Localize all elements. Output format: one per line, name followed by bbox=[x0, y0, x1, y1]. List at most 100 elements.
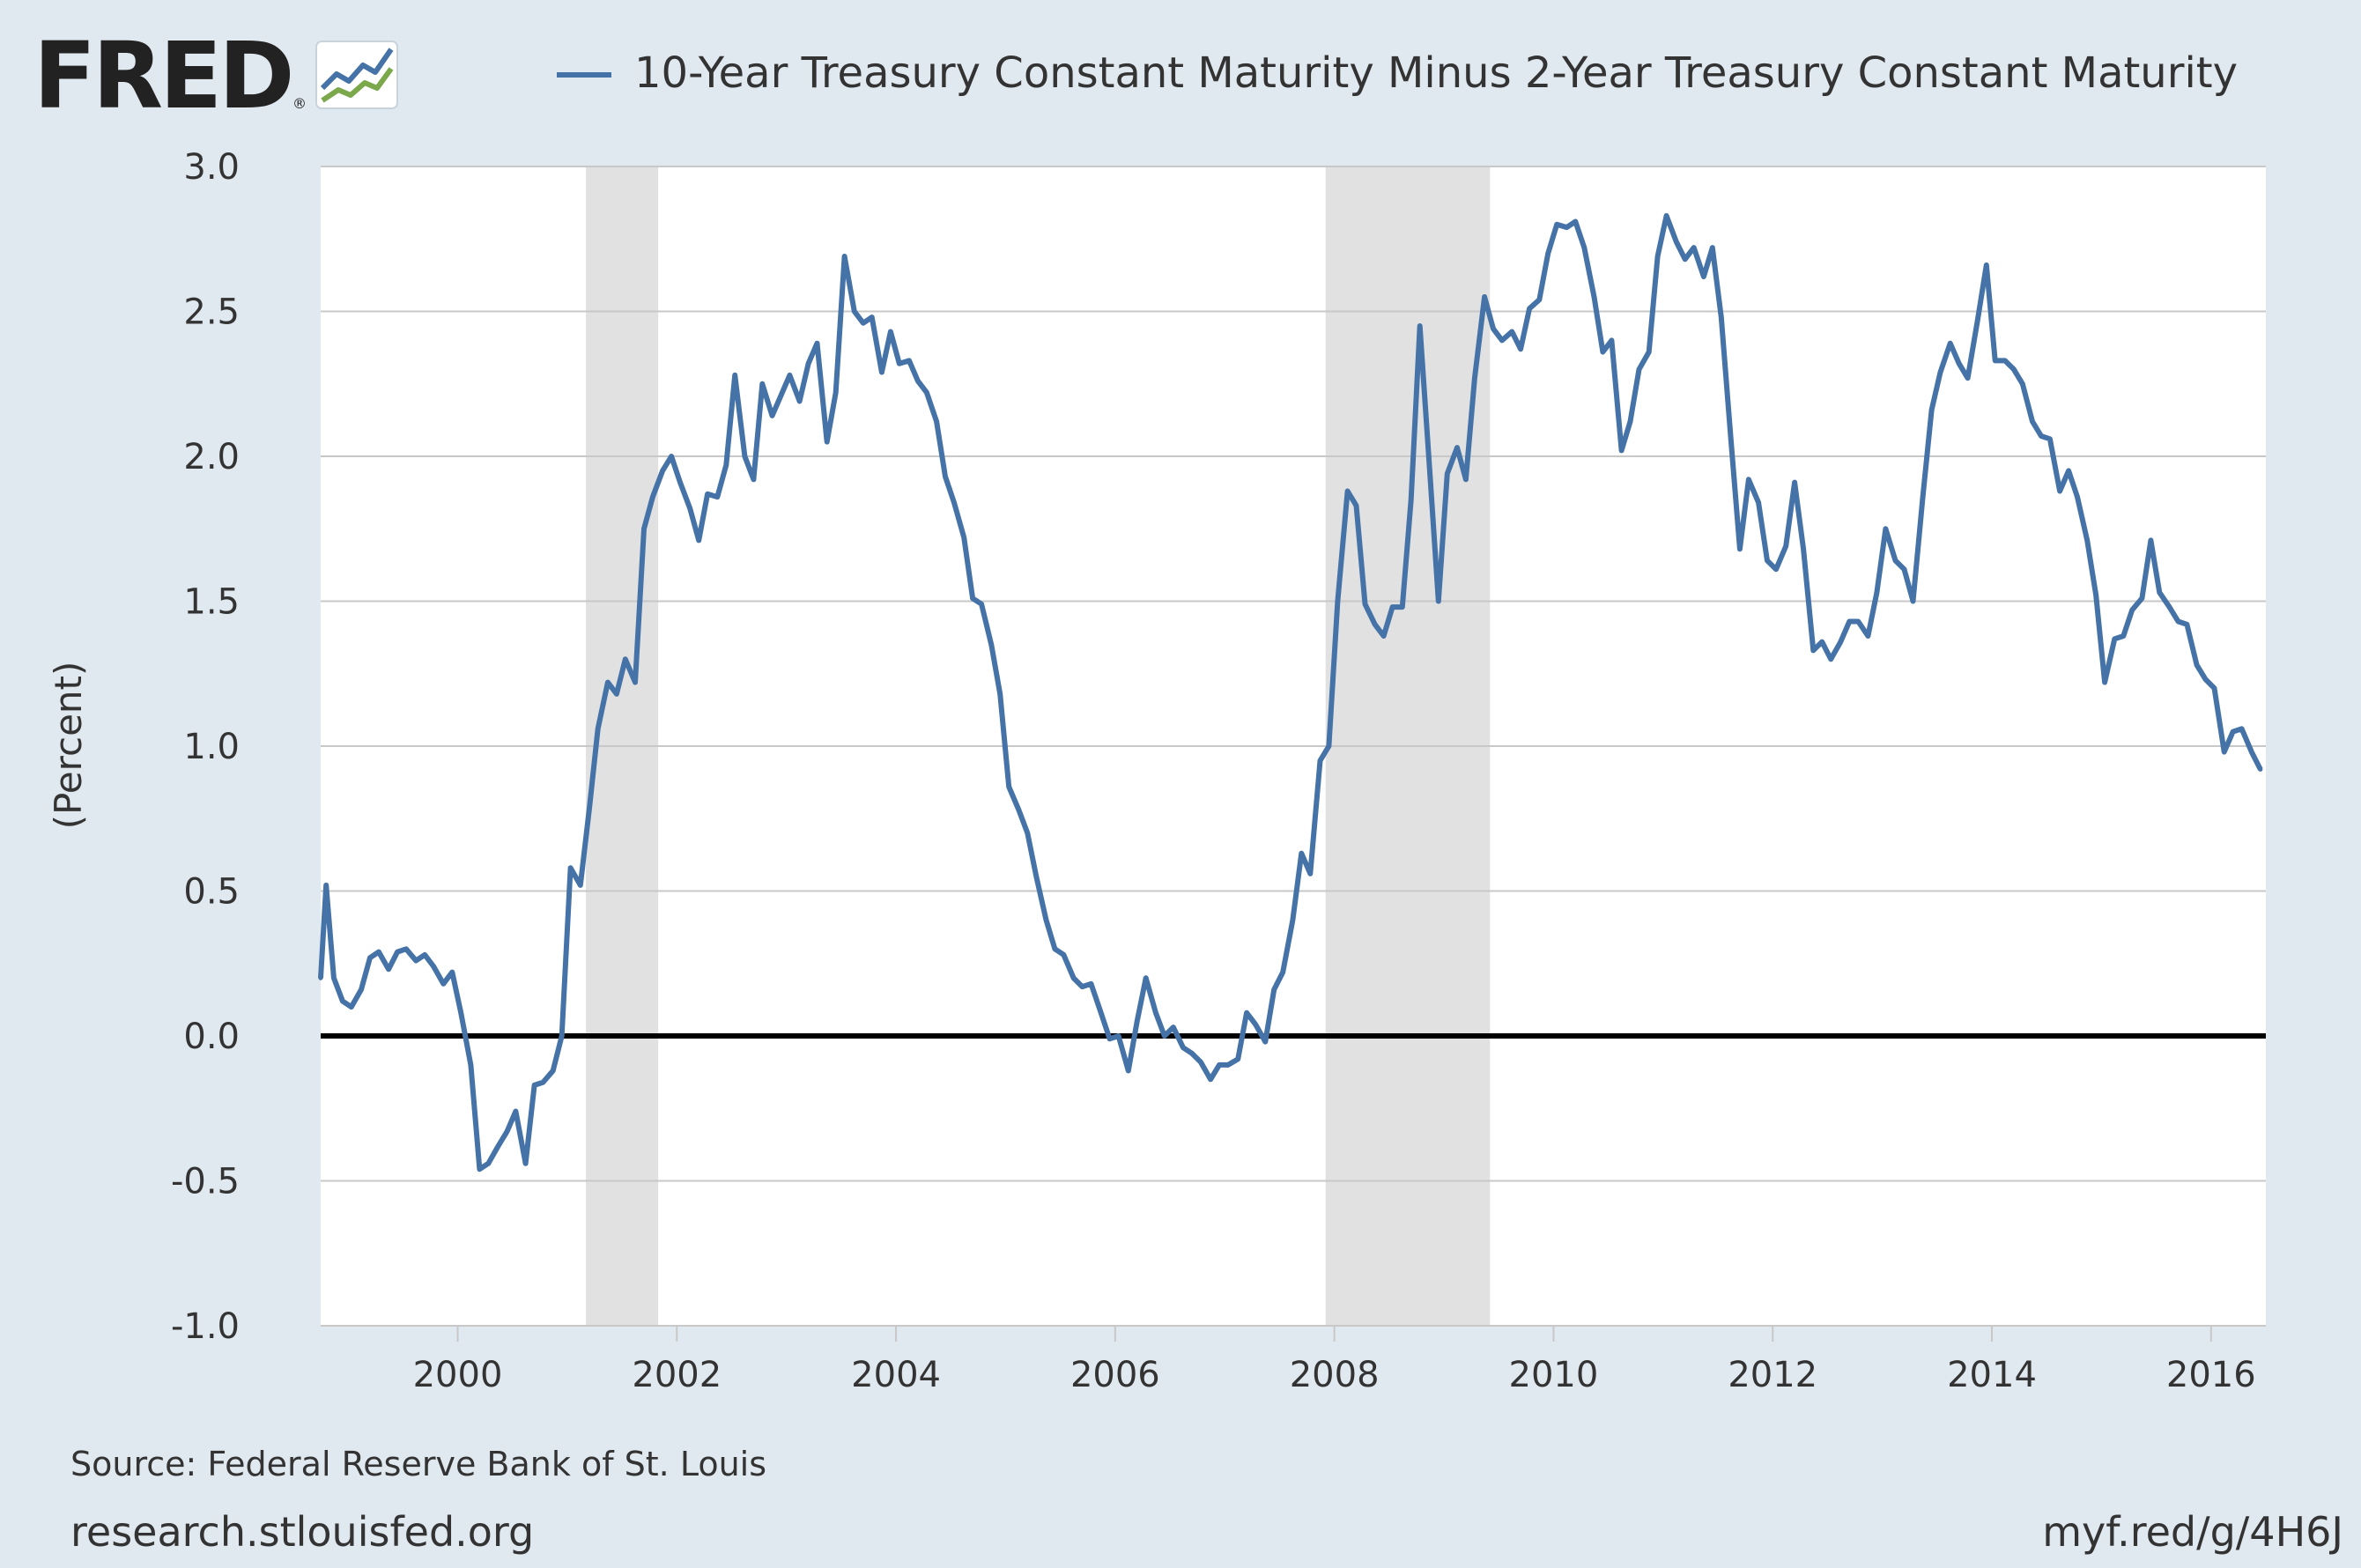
data-point bbox=[833, 390, 839, 396]
data-point bbox=[1482, 294, 1487, 300]
y-tick-label: 1.5 bbox=[183, 582, 240, 623]
data-point bbox=[1746, 477, 1751, 482]
data-point bbox=[705, 492, 710, 497]
data-point bbox=[1162, 1033, 1167, 1039]
data-point bbox=[814, 341, 820, 346]
y-tick-label: -0.5 bbox=[171, 1162, 240, 1202]
data-point bbox=[1618, 447, 1625, 454]
data-point bbox=[1290, 917, 1295, 922]
y-tick-label: 0.0 bbox=[183, 1017, 240, 1057]
data-point bbox=[1573, 218, 1578, 225]
data-point bbox=[1353, 503, 1359, 508]
data-point bbox=[1107, 1036, 1113, 1041]
data-point bbox=[732, 373, 737, 378]
data-point bbox=[1061, 952, 1066, 958]
source-note: Source: Federal Reserve Bank of St. Loui… bbox=[70, 1445, 767, 1483]
data-point bbox=[1683, 256, 1688, 262]
data-point bbox=[1099, 1010, 1104, 1016]
data-point bbox=[1663, 213, 1669, 218]
data-point bbox=[1773, 566, 1779, 572]
data-point bbox=[1701, 274, 1706, 279]
data-point bbox=[331, 975, 337, 980]
site-link[interactable]: research.stlouisfed.org bbox=[70, 1508, 535, 1556]
data-point bbox=[2129, 607, 2135, 612]
y-axis: -1.0 -0.5 0.0 0.5 1.0 1.5 2.0 2.5 3.0 bbox=[171, 147, 240, 1347]
fred-logo[interactable]: FRED ® bbox=[33, 30, 412, 122]
data-point bbox=[641, 526, 647, 531]
data-point bbox=[1892, 558, 1898, 564]
data-point bbox=[2148, 537, 2153, 544]
data-point bbox=[1674, 239, 1679, 245]
data-point bbox=[1409, 497, 1414, 502]
data-point bbox=[1509, 329, 1514, 335]
data-point bbox=[797, 398, 803, 404]
data-point bbox=[403, 946, 409, 951]
data-point bbox=[924, 390, 929, 396]
data-point bbox=[805, 361, 811, 366]
data-point bbox=[513, 1108, 519, 1114]
data-point bbox=[2047, 436, 2053, 441]
data-point bbox=[2239, 726, 2245, 731]
data-point bbox=[605, 680, 611, 685]
data-point bbox=[696, 537, 701, 544]
data-point bbox=[1016, 807, 1021, 812]
data-point bbox=[2222, 749, 2227, 755]
data-point bbox=[1208, 1076, 1213, 1082]
data-point bbox=[934, 418, 939, 425]
data-point bbox=[1079, 984, 1085, 989]
data-point bbox=[669, 454, 674, 459]
y-tick-label: 1.0 bbox=[183, 727, 240, 767]
series-line bbox=[318, 212, 2263, 1172]
data-point bbox=[1928, 407, 1935, 412]
data-point bbox=[359, 987, 364, 992]
data-point bbox=[1865, 633, 1871, 639]
data-point bbox=[1984, 263, 1989, 268]
data-point bbox=[1244, 1010, 1249, 1016]
data-point bbox=[323, 883, 329, 888]
x-tick-label: 2006 bbox=[1070, 1355, 1160, 1395]
data-point bbox=[787, 373, 793, 378]
y-axis-title: (Percent) bbox=[47, 662, 90, 830]
data-point bbox=[1728, 439, 1734, 445]
data-point bbox=[1400, 604, 1405, 610]
data-point bbox=[551, 1068, 556, 1074]
data-point bbox=[1819, 639, 1824, 645]
data-point bbox=[440, 981, 446, 987]
data-point bbox=[1362, 602, 1368, 607]
data-point bbox=[2175, 618, 2181, 625]
y-tick-label: 2.5 bbox=[183, 292, 240, 333]
data-point bbox=[349, 1004, 354, 1010]
x-tick-label: 2012 bbox=[1728, 1355, 1817, 1395]
data-point bbox=[759, 381, 765, 387]
data-point bbox=[915, 378, 921, 384]
data-point bbox=[1948, 341, 1953, 346]
data-point bbox=[376, 949, 381, 955]
data-point bbox=[2184, 622, 2190, 627]
data-point bbox=[897, 361, 902, 366]
short-url-link[interactable]: myf.red/g/4H6J bbox=[2042, 1508, 2343, 1556]
data-point bbox=[1737, 546, 1743, 551]
chart-logo-icon bbox=[315, 41, 398, 109]
data-point bbox=[1719, 314, 1724, 320]
data-point bbox=[1874, 590, 1879, 595]
data-point bbox=[1810, 647, 1816, 654]
data-point bbox=[485, 1161, 491, 1166]
data-point bbox=[1518, 346, 1523, 351]
data-point bbox=[961, 535, 966, 540]
data-point bbox=[531, 1083, 537, 1088]
data-point bbox=[1627, 418, 1633, 425]
data-point bbox=[2102, 680, 2107, 685]
data-point bbox=[2249, 749, 2254, 755]
data-point bbox=[1636, 366, 1642, 372]
data-point bbox=[340, 998, 345, 1004]
data-point bbox=[1591, 294, 1597, 300]
data-point bbox=[723, 462, 729, 468]
line-chart[interactable]: -1.0-0.50.00.51.01.52.02.53.0 2000 2002 20… bbox=[0, 0, 2361, 1409]
data-point bbox=[2084, 537, 2090, 544]
data-point bbox=[1153, 1010, 1158, 1016]
data-point bbox=[842, 254, 847, 259]
data-point bbox=[2211, 685, 2217, 691]
legend-swatch bbox=[557, 72, 611, 78]
data-point bbox=[1389, 604, 1395, 610]
data-point bbox=[1581, 245, 1587, 250]
